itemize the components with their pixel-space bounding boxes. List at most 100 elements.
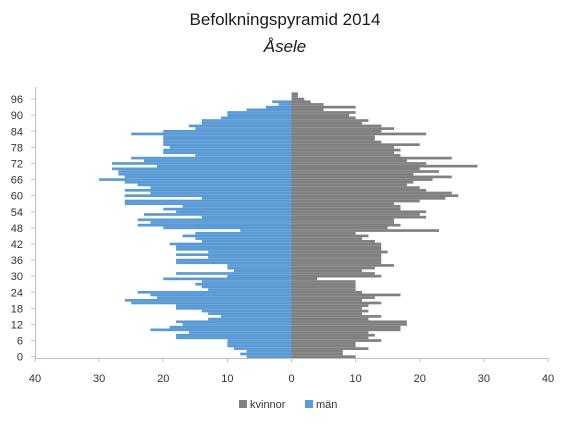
bar-man-age-2 — [246, 349, 292, 353]
y-tick-label: 0 — [17, 352, 23, 364]
bar-kvinnor-age-0 — [291, 355, 356, 358]
chart-subtitle: Åsele — [263, 37, 307, 56]
y-tick-label: 90 — [11, 110, 23, 122]
bar-man-age-71 — [156, 164, 292, 168]
bar-kvinnor-age-31 — [291, 272, 375, 275]
bar-man-age-11 — [169, 325, 292, 329]
bar-kvinnor-age-33 — [291, 266, 375, 270]
bar-man-age-73 — [144, 159, 292, 163]
bar-kvinnor-age-69 — [291, 170, 439, 173]
bar-man-age-67 — [124, 175, 292, 179]
bar-man-age-53 — [144, 213, 292, 216]
bar-kvinnor-age-54 — [291, 210, 427, 214]
bar-kvinnor-age-73 — [291, 159, 407, 163]
bar-kvinnor-age-41 — [291, 245, 382, 248]
bar-kvinnor-age-25 — [291, 288, 356, 291]
bar-man-age-47 — [240, 229, 292, 232]
bar-kvinnor-age-52 — [291, 215, 427, 219]
bar-kvinnor-age-81 — [291, 137, 375, 141]
bar-man-age-84 — [163, 129, 292, 133]
bar-kvinnor-age-16 — [291, 312, 363, 316]
bar-man-age-24 — [137, 290, 292, 294]
bar-man-age-12 — [182, 323, 292, 326]
bar-man-age-66 — [99, 178, 292, 181]
y-tick-label: 12 — [11, 319, 23, 331]
bar-kvinnor-age-9 — [291, 331, 369, 334]
bar-kvinnor-age-47 — [291, 229, 439, 232]
bar-kvinnor-age-87 — [291, 121, 363, 125]
legend-swatch-man — [305, 400, 313, 408]
bar-man-age-10 — [150, 328, 292, 332]
bar-man-age-81 — [163, 137, 292, 141]
bar-man-age-51 — [137, 218, 292, 222]
bar-man-age-18 — [176, 307, 292, 310]
bar-kvinnor-age-88 — [291, 119, 369, 122]
bar-kvinnor-age-76 — [291, 151, 395, 155]
bar-man-age-33 — [227, 266, 292, 270]
legend-label-kvinnor: kvinnor — [250, 399, 286, 411]
x-tick-label: 40 — [29, 373, 41, 385]
bar-man-age-44 — [195, 237, 292, 240]
bar-kvinnor-age-93 — [291, 105, 356, 109]
bar-man-age-56 — [182, 205, 292, 208]
bar-kvinnor-age-17 — [291, 309, 369, 313]
bar-man-age-91 — [227, 111, 292, 114]
bar-man-age-46 — [195, 231, 292, 235]
bar-kvinnor-age-55 — [291, 207, 401, 211]
bar-man-age-42 — [169, 242, 292, 246]
x-axis-ticks: 40 30 20 10 0 10 20 30 40 — [29, 358, 554, 385]
x-tick-label: 30 — [93, 373, 105, 385]
bar-man-age-27 — [195, 282, 292, 286]
bar-kvinnor-age-18 — [291, 307, 363, 310]
bar-man-age-3 — [233, 347, 292, 350]
bar-man-age-26 — [201, 285, 292, 289]
bar-kvinnor-age-67 — [291, 175, 452, 179]
bar-man-age-58 — [124, 199, 292, 203]
y-tick-label: 54 — [11, 207, 23, 219]
bar-kvinnor-age-39 — [291, 250, 388, 254]
bar-man-age-62 — [124, 188, 292, 192]
bar-man-age-20 — [131, 301, 292, 305]
bar-man-age-59 — [201, 197, 292, 200]
bar-man-age-39 — [208, 250, 292, 254]
bar-kvinnor-age-6 — [291, 339, 382, 342]
bars-man — [99, 100, 292, 358]
bar-kvinnor-age-82 — [291, 135, 375, 138]
bar-man-age-35 — [176, 261, 292, 265]
bar-man-age-16 — [208, 312, 292, 316]
bar-man-age-45 — [182, 234, 292, 238]
bar-man-age-19 — [176, 304, 292, 308]
bar-kvinnor-age-72 — [291, 162, 427, 165]
bar-man-age-76 — [163, 151, 292, 155]
bar-man-age-90 — [227, 113, 292, 117]
bar-man-age-94 — [278, 103, 292, 106]
bar-kvinnor-age-61 — [291, 191, 452, 195]
bar-man-age-79 — [163, 143, 292, 147]
bar-man-age-68 — [118, 172, 292, 176]
bar-man-age-13 — [176, 320, 292, 324]
bar-man-age-25 — [208, 288, 292, 291]
bar-kvinnor-age-85 — [291, 127, 395, 130]
bar-kvinnor-age-77 — [291, 148, 401, 152]
bar-kvinnor-age-80 — [291, 140, 382, 144]
bar-kvinnor-age-29 — [291, 277, 318, 281]
bar-man-age-88 — [201, 119, 292, 122]
bar-kvinnor-age-23 — [291, 293, 401, 297]
bar-kvinnor-age-57 — [291, 202, 395, 206]
bar-kvinnor-age-40 — [291, 247, 382, 251]
bar-kvinnor-age-86 — [291, 124, 382, 128]
bar-kvinnor-age-1 — [291, 352, 343, 356]
bar-man-age-4 — [227, 344, 292, 348]
bar-kvinnor-age-56 — [291, 205, 401, 208]
bar-man-age-78 — [169, 146, 292, 149]
bar-man-age-32 — [233, 269, 292, 273]
bar-kvinnor-age-11 — [291, 325, 401, 329]
x-tick-label: 20 — [414, 373, 426, 385]
bar-man-age-57 — [124, 202, 292, 206]
bar-kvinnor-age-78 — [291, 146, 395, 149]
bar-man-age-74 — [131, 156, 292, 160]
bar-kvinnor-age-64 — [291, 183, 407, 187]
y-tick-label: 36 — [11, 255, 23, 267]
y-tick-label: 60 — [11, 191, 23, 203]
